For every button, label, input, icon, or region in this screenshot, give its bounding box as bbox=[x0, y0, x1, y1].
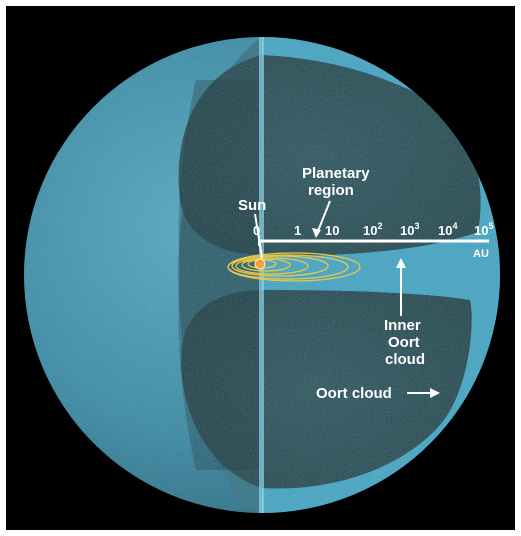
tick-1: 1 bbox=[294, 223, 301, 238]
tick-10-2: 102 bbox=[363, 221, 382, 238]
tick-10-4: 104 bbox=[438, 221, 457, 238]
inner-oort-cloud-label: Inner Oort cloud bbox=[384, 317, 425, 368]
tick-10-3: 103 bbox=[400, 221, 419, 238]
tick-10-5: 105 bbox=[474, 221, 493, 238]
planetary-region-label: Planetary region bbox=[302, 165, 374, 199]
sun-dot bbox=[254, 258, 266, 270]
tick-10: 10 bbox=[325, 223, 339, 238]
oort-cloud-arrowhead bbox=[430, 388, 440, 398]
inner-oort-arrowhead bbox=[396, 258, 406, 268]
planetary-region-arrowhead bbox=[312, 228, 321, 238]
oort-cloud-label: Oort cloud bbox=[316, 385, 392, 402]
sun-label: Sun bbox=[238, 197, 266, 214]
axis-unit-label: AU bbox=[473, 248, 489, 260]
sun-pointer bbox=[254, 213, 263, 259]
